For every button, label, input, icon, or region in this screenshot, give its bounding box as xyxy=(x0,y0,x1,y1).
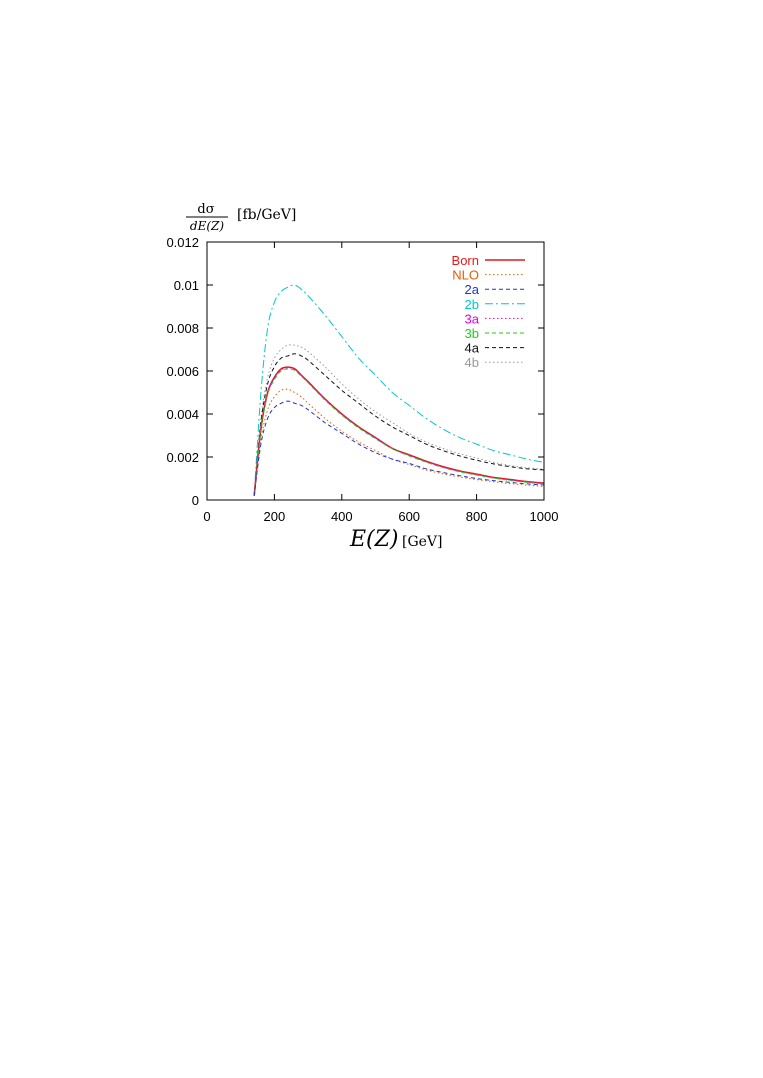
y-label-numerator: dσ xyxy=(197,202,214,217)
series-lines xyxy=(253,284,545,496)
x-tick-label: 400 xyxy=(331,509,353,524)
plot-frame xyxy=(206,241,545,501)
x-tick-label: 0 xyxy=(203,509,210,524)
x-axis-label: E(Z) [GeV] xyxy=(349,527,443,552)
y-tick-label: 0.008 xyxy=(166,321,199,336)
series-line-nlo xyxy=(253,388,545,496)
legend-label-2b: 2b xyxy=(465,297,479,312)
y-tick-label: 0 xyxy=(192,493,199,508)
y-tick-label: 0.002 xyxy=(166,450,199,465)
x-tick-label: 800 xyxy=(466,509,488,524)
y-tick-label: 0.01 xyxy=(174,278,199,293)
series-line-2b xyxy=(253,284,545,496)
y-label-denominator: dE(Z) xyxy=(190,219,224,233)
series-line-4a xyxy=(253,353,545,496)
x-label-symbol: E(Z) xyxy=(349,527,399,552)
series-line-born xyxy=(253,366,545,496)
series-line-3b xyxy=(253,368,545,496)
y-axis-label: dσ dE(Z) [fb/GeV] xyxy=(186,202,296,233)
y-tick-label: 0.006 xyxy=(166,364,199,379)
legend-label-born: Born xyxy=(452,253,479,268)
x-label-unit: [GeV] xyxy=(402,534,443,550)
x-tick-label: 200 xyxy=(264,509,286,524)
x-tick-label: 1000 xyxy=(530,509,559,524)
legend-label-3a: 3a xyxy=(465,311,480,326)
series-line-4b xyxy=(253,344,545,496)
legend-label-4b: 4b xyxy=(465,355,479,370)
legend-label-2a: 2a xyxy=(465,282,480,297)
x-tick-label: 600 xyxy=(398,509,420,524)
series-line-3a xyxy=(253,367,545,496)
legend-label-3b: 3b xyxy=(465,326,479,341)
legend-label-4a: 4a xyxy=(465,341,480,356)
legend-label-nlo: NLO xyxy=(452,268,479,283)
y-label-unit: [fb/GeV] xyxy=(237,207,296,223)
series-line-2a xyxy=(253,400,545,496)
y-tick-label: 0.012 xyxy=(166,235,199,250)
y-tick-label: 0.004 xyxy=(166,407,199,422)
axis-ticks: 0 200 400 600 800 1000 0 0.002 0.004 0.006 0.008 0.… xyxy=(166,235,558,524)
